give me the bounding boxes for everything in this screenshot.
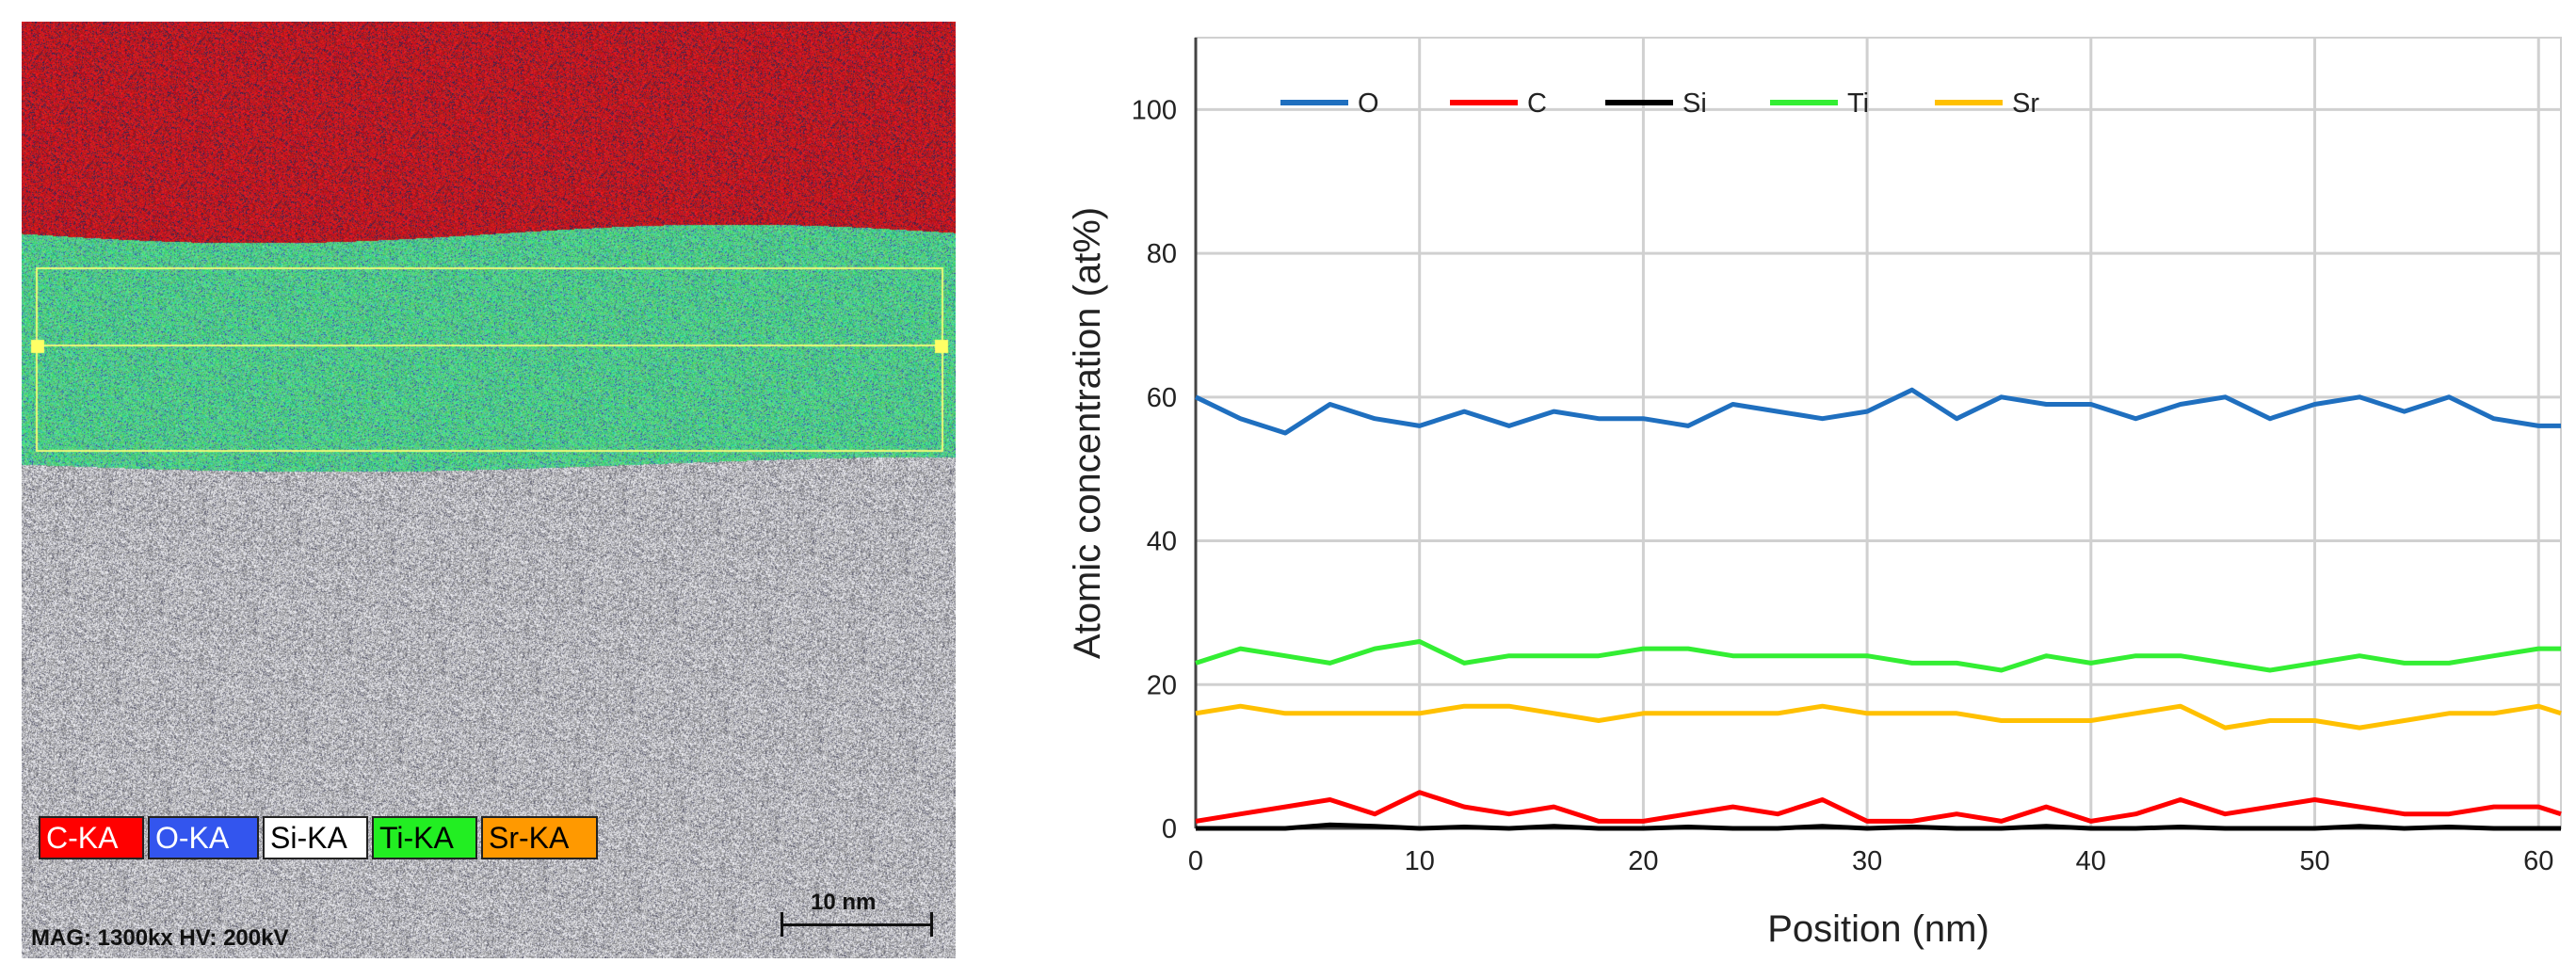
- y-tick-label: 0: [1162, 814, 1177, 844]
- legend-label-sr: Sr: [2012, 88, 2039, 119]
- series-line-o: [1194, 387, 2561, 436]
- legend-chip-si: Si-KA: [263, 816, 368, 859]
- x-tick-label: 30: [1852, 846, 1882, 876]
- y-tick-label: 40: [1147, 527, 1177, 557]
- legend-label-o: O: [1358, 88, 1379, 119]
- x-tick-label: 60: [2523, 846, 2553, 876]
- legend-chip-sr: Sr-KA: [481, 816, 598, 859]
- legend-label-si: Si: [1682, 88, 1707, 119]
- scale-bar-right-tick: [930, 912, 933, 937]
- line-profile-chart: 0 20 40 60 80 100 0 10 20 30 40 50 60 O C Si Ti Sr Posit…: [1067, 37, 2562, 950]
- scale-bar-label: 10 nm: [811, 890, 877, 915]
- x-axis-title: Position (nm): [1767, 908, 1989, 950]
- series-line-c: [1195, 790, 2562, 824]
- x-tick-label: 40: [2076, 846, 2106, 876]
- scale-bar-left-tick: [781, 912, 783, 937]
- chart-series: [1194, 387, 2562, 831]
- y-tick-label: 60: [1147, 383, 1177, 413]
- x-tick-label: 50: [2299, 846, 2329, 876]
- legend-label-ti: Ti: [1847, 88, 1869, 119]
- chart-gridlines: [1194, 37, 2562, 830]
- legend-chip-ti: Ti-KA: [372, 816, 477, 859]
- magnification-info: MAG: 1300kx HV: 200kV: [31, 925, 289, 951]
- eds-elemental-map-image: [22, 22, 956, 958]
- x-tick-label: 10: [1405, 846, 1435, 876]
- y-tick-label: 100: [1132, 95, 1177, 125]
- chart-legend: O C Si Ti Sr: [1280, 88, 2039, 119]
- chart-tick-labels: 0 20 40 60 80 100 0 10 20 30 40 50 60: [1132, 95, 2554, 876]
- scale-bar: [781, 923, 933, 926]
- x-tick-label: 0: [1188, 846, 1203, 876]
- series-line-si: [1196, 822, 2561, 831]
- y-tick-label: 80: [1147, 239, 1177, 269]
- eds-map-panel: C-KA O-KA Si-KA Ti-KA Sr-KA 10 nm MAG: 1…: [22, 22, 956, 958]
- plot-area-frame: [1195, 37, 2562, 829]
- series-line-sr: [1195, 703, 2562, 730]
- y-axis-title: Atomic concentration (at%): [1067, 207, 1108, 659]
- legend-chip-o: O-KA: [148, 816, 259, 859]
- y-tick-label: 20: [1147, 670, 1177, 700]
- x-tick-label: 20: [1628, 846, 1658, 876]
- legend-chip-c: C-KA: [39, 816, 144, 859]
- legend-label-c: C: [1527, 88, 1547, 119]
- series-line-ti: [1195, 639, 2561, 673]
